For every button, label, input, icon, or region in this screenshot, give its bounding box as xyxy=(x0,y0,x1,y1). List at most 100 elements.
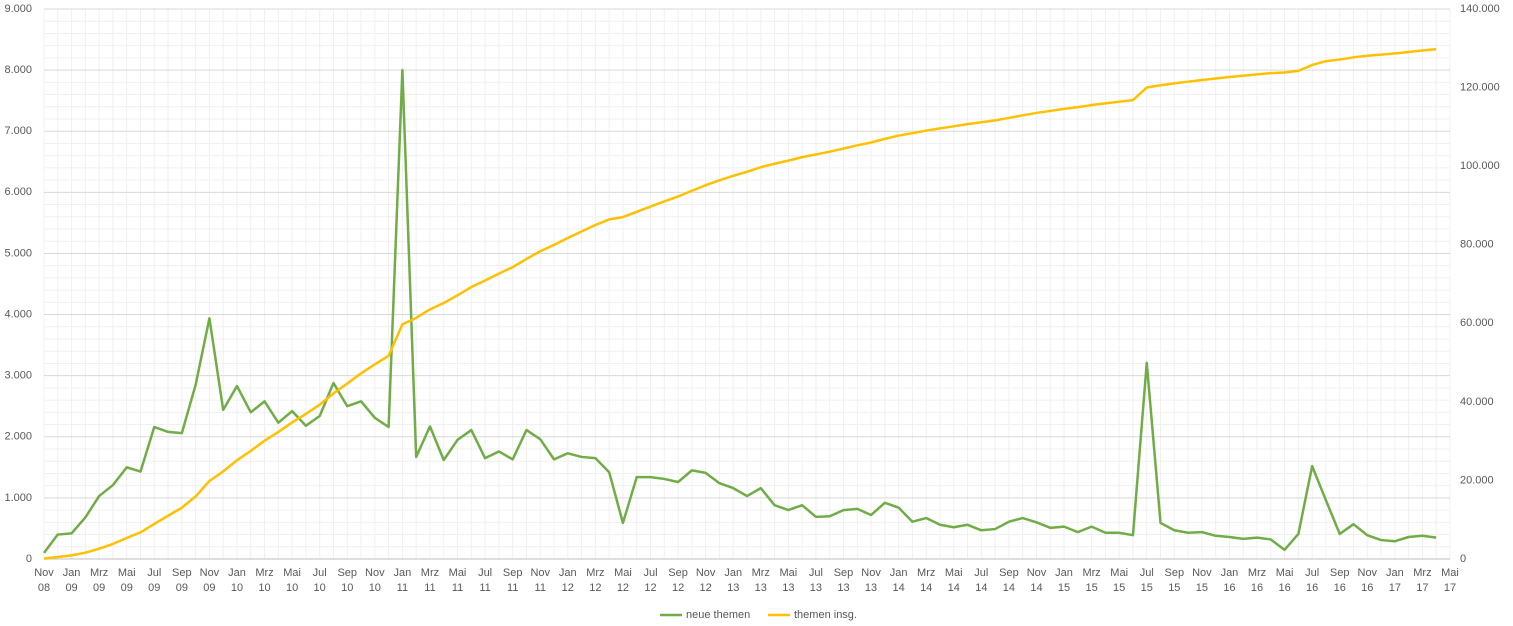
x-tick-label: Mai 14 xyxy=(945,567,963,594)
x-tick-label-part: 10 xyxy=(286,582,298,594)
x-tick-label: Sep 13 xyxy=(834,567,854,594)
x-tick-label-part: 11 xyxy=(452,582,463,594)
y-tick-label: 3.000 xyxy=(4,370,32,382)
x-tick-label-part: 16 xyxy=(1361,582,1373,594)
x-tick-label: Nov 15 xyxy=(1192,567,1212,594)
x-tick-label-part: 13 xyxy=(837,582,849,594)
x-tick-label-part: 10 xyxy=(314,582,326,594)
x-tick-label-part: 14 xyxy=(1003,582,1015,594)
x-tick-label: Nov 14 xyxy=(1027,567,1047,594)
x-tick-label-part: 14 xyxy=(920,582,932,594)
y2-tick-label: 120.000 xyxy=(1460,81,1500,93)
x-tick-label: Mrz 10 xyxy=(255,567,273,594)
y-tick-label: 4.000 xyxy=(4,308,32,320)
x-tick-label-part: 15 xyxy=(1168,582,1180,594)
x-tick-label: Mai 15 xyxy=(1110,567,1128,594)
x-tick-label: Jul 14 xyxy=(974,567,988,594)
x-tick-label: Nov 12 xyxy=(696,567,716,594)
x-tick-label: Mrz 12 xyxy=(586,567,604,594)
x-tick-label-part: Jul xyxy=(1305,567,1319,579)
y-tick-label: 0 xyxy=(26,553,32,565)
x-tick-label: Mai 13 xyxy=(779,567,797,594)
x-tick-label-part: 15 xyxy=(1113,582,1125,594)
y-tick-label: 9.000 xyxy=(4,3,32,15)
x-tick-label-part: Mrz xyxy=(255,567,273,579)
x-tick-label-part: 10 xyxy=(341,582,353,594)
x-tick-label-part: Sep xyxy=(503,567,523,579)
x-tick-label: Jan 15 xyxy=(1055,567,1073,594)
x-tick-label-part: 15 xyxy=(1058,582,1070,594)
legend-label: themen insg. xyxy=(794,609,857,621)
x-tick-label: Jul 16 xyxy=(1305,567,1319,594)
x-tick-label-part: 09 xyxy=(176,582,188,594)
x-tick-label-part: Mrz xyxy=(1248,567,1266,579)
x-tick-label-part: 16 xyxy=(1306,582,1318,594)
x-tick-label-part: Jan xyxy=(1386,567,1404,579)
x-tick-label-part: 11 xyxy=(397,582,408,594)
x-tick-label-part: 13 xyxy=(727,582,739,594)
x-tick-label-part: 17 xyxy=(1416,582,1428,594)
x-tick-label-part: 09 xyxy=(65,582,77,594)
x-tick-label: Mai 16 xyxy=(1276,567,1294,594)
x-tick-label: Mrz 11 xyxy=(421,567,439,594)
x-tick-label: Nov 11 xyxy=(530,567,550,594)
x-tick-label-part: Jul xyxy=(809,567,823,579)
x-tick-label: Jan 17 xyxy=(1386,567,1404,594)
x-tick-label-part: 13 xyxy=(810,582,822,594)
x-tick-label: Sep 15 xyxy=(1165,567,1185,594)
x-tick-label-part: Nov xyxy=(1192,567,1212,579)
x-tick-label-part: 13 xyxy=(865,582,877,594)
y2-tick-label: 80.000 xyxy=(1460,239,1494,251)
x-tick-label-part: Mrz xyxy=(1413,567,1431,579)
x-tick-label-part: Jan xyxy=(228,567,246,579)
y-tick-label: 7.000 xyxy=(4,125,32,137)
x-tick-label-part: 17 xyxy=(1444,582,1456,594)
x-tick-label-part: Jul xyxy=(643,567,657,579)
y2-tick-label: 60.000 xyxy=(1460,317,1494,329)
x-tick-label: Jan 10 xyxy=(228,567,246,594)
x-tick-label-part: 11 xyxy=(507,582,518,594)
x-tick-label-part: Mrz xyxy=(90,567,108,579)
x-tick-label-part: Jul xyxy=(147,567,161,579)
x-tick-label: Jan 16 xyxy=(1221,567,1239,594)
x-tick-label-part: Nov xyxy=(34,567,54,579)
x-tick-label-part: 09 xyxy=(148,582,160,594)
x-tick-label-part: Mrz xyxy=(1082,567,1100,579)
y-tick-label: 2.000 xyxy=(4,431,32,443)
y2-tick-label: 100.000 xyxy=(1460,160,1500,172)
x-tick-label-part: Mrz xyxy=(917,567,935,579)
y2-tick-label: 20.000 xyxy=(1460,474,1494,486)
x-tick-label-part: Mai xyxy=(779,567,797,579)
x-tick-label: Sep 12 xyxy=(668,567,688,594)
x-tick-label: Mrz 15 xyxy=(1082,567,1100,594)
x-tick-label-part: Jan xyxy=(559,567,577,579)
x-tick-label-part: Jan xyxy=(63,567,81,579)
x-tick-label: Mai 09 xyxy=(118,567,136,594)
x-tick-label-part: 11 xyxy=(424,582,435,594)
legend-label: neue themen xyxy=(686,609,750,621)
x-tick-label-part: 17 xyxy=(1389,582,1401,594)
x-tick-label-part: Nov xyxy=(696,567,716,579)
x-tick-label-part: 11 xyxy=(535,582,546,594)
x-tick-label-part: Mai xyxy=(614,567,632,579)
x-tick-label-part: 15 xyxy=(1196,582,1208,594)
x-tick-label-part: Nov xyxy=(1027,567,1047,579)
x-tick-label: Jul 15 xyxy=(1140,567,1154,594)
x-tick-label-part: 15 xyxy=(1141,582,1153,594)
x-tick-label-part: Mai xyxy=(118,567,136,579)
x-tick-label-part: 12 xyxy=(617,582,629,594)
x-tick-label: Nov 09 xyxy=(200,567,220,594)
x-tick-label: Mai 11 xyxy=(449,567,467,594)
x-tick-label-part: 09 xyxy=(203,582,215,594)
x-tick-label-part: Jul xyxy=(313,567,327,579)
x-tick-label-part: 13 xyxy=(782,582,794,594)
x-tick-label-part: 16 xyxy=(1223,582,1235,594)
x-tick-label-part: Nov xyxy=(530,567,550,579)
x-tick-label-part: Nov xyxy=(861,567,881,579)
x-tick-label-part: Nov xyxy=(200,567,220,579)
x-tick-label-part: 12 xyxy=(562,582,574,594)
x-tick-label: Jul 09 xyxy=(147,567,161,594)
y2-tick-label: 0 xyxy=(1460,553,1466,565)
